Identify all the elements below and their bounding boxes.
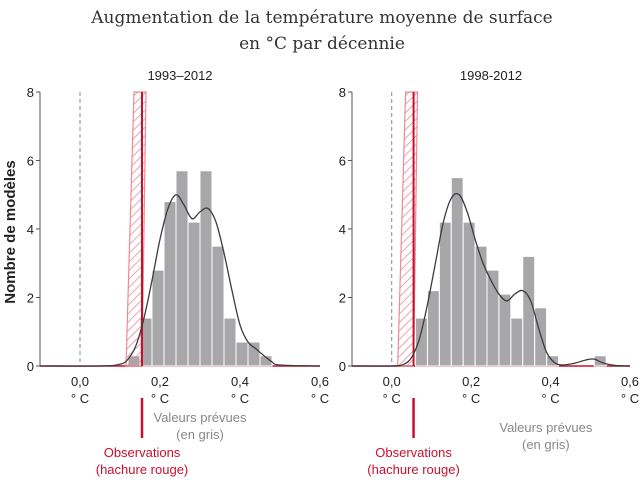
x-tick-unit: ° C — [541, 391, 559, 406]
histogram-bar — [450, 177, 464, 367]
predicted-values-sublabel: (en gris) — [176, 427, 224, 442]
x-tick-label: 0,0 — [383, 374, 401, 389]
x-tick-unit: ° C — [462, 391, 480, 406]
density-curve — [351, 192, 631, 367]
y-tick-label: 6 — [27, 154, 34, 169]
predicted-values-sublabel: (en gris) — [522, 437, 570, 452]
x-tick-label: 0,6 — [621, 374, 639, 389]
x-tick-unit: ° C — [231, 391, 249, 406]
histogram-bar — [522, 255, 536, 367]
y-axis-label: Nombre de modèles — [2, 160, 19, 303]
figure-title-line1: Augmentation de la température moyenne d… — [90, 8, 553, 28]
y-tick-label: 0 — [339, 359, 346, 374]
density-curve — [39, 194, 321, 367]
y-tick-label: 8 — [339, 85, 346, 100]
x-tick-unit: ° C — [621, 391, 639, 406]
y-tick-label: 2 — [339, 291, 346, 306]
y-tick-label: 4 — [339, 222, 346, 237]
histogram-bar — [438, 221, 452, 367]
observations-label: Observations — [104, 445, 181, 460]
y-tick-label: 2 — [27, 291, 34, 306]
histogram-bar — [163, 201, 177, 367]
predicted-values-label: Valeurs prévues — [154, 410, 247, 425]
predicted-values-label: Valeurs prévues — [499, 420, 592, 435]
histogram-bar — [175, 170, 189, 367]
observations-sublabel: (hachure rouge) — [367, 462, 460, 477]
panel-title: 1998-2012 — [460, 68, 522, 83]
histogram-bar — [474, 245, 488, 367]
y-tick-label: 0 — [27, 359, 34, 374]
observations-sublabel: (hachure rouge) — [96, 462, 189, 477]
observations-label: Observations — [375, 445, 452, 460]
histogram-bar — [510, 317, 524, 367]
histogram-bar — [259, 355, 273, 367]
right-panel: 1998-2012 0 2 4 6 8 0,0 ° C 0,2 ° C 0,4 ° C 0,6 ° C Va… — [339, 68, 639, 477]
x-tick-unit: ° C — [151, 391, 169, 406]
x-tick-label: 0,4 — [231, 374, 249, 389]
histogram-bar — [593, 355, 607, 367]
histogram-bar — [199, 170, 213, 367]
y-tick-label: 4 — [27, 222, 34, 237]
histogram-bar — [426, 290, 440, 367]
x-tick-label: 0,2 — [151, 374, 169, 389]
figure-title-line2: en °C par décennie — [239, 34, 405, 54]
histogram-bar — [187, 221, 201, 367]
histogram-bar — [211, 245, 225, 367]
histogram-bar — [247, 341, 261, 367]
histogram-bar — [498, 293, 512, 367]
x-tick-label: 0,2 — [462, 374, 480, 389]
x-tick-label: 0,6 — [311, 374, 329, 389]
x-tick-unit: ° C — [71, 391, 89, 406]
x-tick-unit: ° C — [383, 391, 401, 406]
y-tick-label: 6 — [339, 154, 346, 169]
x-tick-unit: ° C — [311, 391, 329, 406]
x-tick-label: 0,4 — [542, 374, 560, 389]
x-tick-label: 0,0 — [71, 374, 89, 389]
histogram-bar — [151, 269, 165, 367]
histogram-bar — [223, 317, 237, 367]
y-tick-label: 8 — [27, 85, 34, 100]
histogram-bar — [462, 221, 476, 367]
left-panel: 1993–2012 0 2 4 6 8 0,0 ° C 0,2 ° C 0,4 ° C 0,6 ° C Va… — [27, 68, 329, 477]
histogram-bar — [415, 317, 428, 367]
histogram-bar — [235, 341, 249, 367]
panel-title: 1993–2012 — [147, 68, 212, 83]
